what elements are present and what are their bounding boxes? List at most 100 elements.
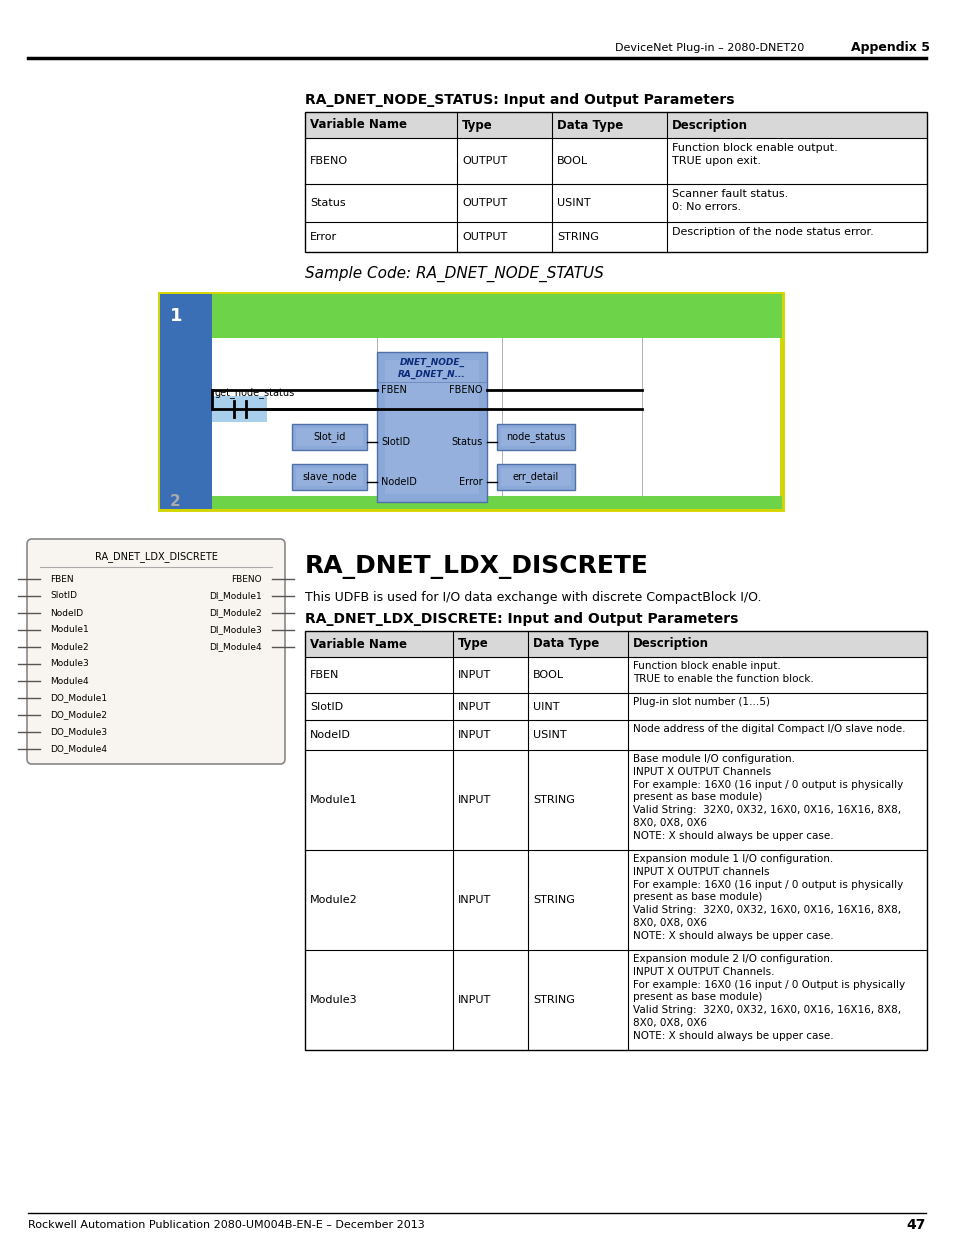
- Text: Status: Status: [452, 437, 482, 447]
- Text: 2: 2: [170, 494, 180, 510]
- Text: Variable Name: Variable Name: [310, 119, 407, 131]
- Text: 8X0, 0X8, 0X6: 8X0, 0X8, 0X6: [633, 1018, 706, 1028]
- Text: DO_Module2: DO_Module2: [50, 710, 107, 720]
- Text: 47: 47: [905, 1218, 925, 1233]
- Text: present as base module): present as base module): [633, 893, 761, 903]
- Text: SlotID: SlotID: [50, 592, 77, 600]
- Text: STRING: STRING: [533, 895, 575, 905]
- Text: Module3: Module3: [50, 659, 89, 668]
- Bar: [160, 299, 212, 509]
- Text: Node address of the digital Compact I/O slave node.: Node address of the digital Compact I/O …: [633, 724, 904, 734]
- Bar: [212, 496, 781, 509]
- Text: RA_DNET_NODE_STATUS: Input and Output Parameters: RA_DNET_NODE_STATUS: Input and Output Pa…: [305, 93, 734, 107]
- Text: INPUT: INPUT: [457, 671, 491, 680]
- Text: Function block enable output.: Function block enable output.: [671, 143, 837, 153]
- Text: DeviceNet Plug-in – 2080-DNET20: DeviceNet Plug-in – 2080-DNET20: [615, 43, 803, 53]
- Text: 0: No errors.: 0: No errors.: [671, 203, 740, 212]
- Text: INPUT: INPUT: [457, 701, 491, 711]
- Text: OUTPUT: OUTPUT: [461, 156, 507, 165]
- Text: SlotID: SlotID: [380, 437, 410, 447]
- Text: SlotID: SlotID: [310, 701, 343, 711]
- Text: Description: Description: [671, 119, 747, 131]
- Text: FBENO: FBENO: [310, 156, 348, 165]
- Bar: [160, 294, 781, 509]
- Text: DI_Module1: DI_Module1: [209, 592, 262, 600]
- Text: INPUT X OUTPUT channels: INPUT X OUTPUT channels: [633, 867, 769, 877]
- Text: Module4: Module4: [50, 677, 89, 685]
- Text: UINT: UINT: [533, 701, 558, 711]
- Text: Module1: Module1: [310, 795, 357, 805]
- Text: Scanner fault status.: Scanner fault status.: [671, 189, 787, 199]
- Bar: [295, 429, 363, 446]
- FancyBboxPatch shape: [27, 538, 285, 764]
- Text: Valid String:  32X0, 0X32, 16X0, 0X16, 16X16, 8X8,: Valid String: 32X0, 0X32, 16X0, 0X16, 16…: [633, 905, 901, 915]
- Text: DI_Module3: DI_Module3: [209, 625, 262, 635]
- Text: INPUT: INPUT: [457, 995, 491, 1005]
- Bar: [305, 631, 926, 1050]
- Bar: [376, 352, 486, 501]
- Text: Expansion module 2 I/O configuration.: Expansion module 2 I/O configuration.: [633, 953, 832, 965]
- Text: RA_DNET_N...: RA_DNET_N...: [397, 369, 465, 379]
- Text: INPUT: INPUT: [457, 730, 491, 740]
- Bar: [500, 468, 571, 487]
- Text: slave_node: slave_node: [302, 472, 356, 483]
- Text: INPUT: INPUT: [457, 795, 491, 805]
- Text: TRUE to enable the function block.: TRUE to enable the function block.: [633, 674, 813, 684]
- Text: USINT: USINT: [533, 730, 566, 740]
- Bar: [379, 354, 483, 499]
- Text: 1: 1: [170, 308, 182, 325]
- Text: BOOL: BOOL: [557, 156, 587, 165]
- Text: Base module I/O configuration.: Base module I/O configuration.: [633, 755, 794, 764]
- Text: Appendix 5: Appendix 5: [850, 42, 929, 54]
- Text: Data Type: Data Type: [557, 119, 622, 131]
- Text: Module1: Module1: [50, 625, 89, 635]
- Text: STRING: STRING: [557, 232, 598, 242]
- Text: DNET_NODE_: DNET_NODE_: [399, 357, 464, 367]
- Text: Description: Description: [633, 637, 708, 651]
- Text: NOTE: X should always be upper case.: NOTE: X should always be upper case.: [633, 1031, 833, 1041]
- Bar: [305, 631, 926, 657]
- Bar: [377, 353, 485, 501]
- Text: Module2: Module2: [310, 895, 357, 905]
- Text: Rockwell Automation Publication 2080-UM004B-EN-E – December 2013: Rockwell Automation Publication 2080-UM0…: [28, 1220, 424, 1230]
- Bar: [212, 396, 267, 422]
- Text: INPUT X OUTPUT Channels.: INPUT X OUTPUT Channels.: [633, 967, 774, 977]
- Text: Function block enable input.: Function block enable input.: [633, 661, 780, 671]
- Text: For example: 16X0 (16 input / 0 Output is physically: For example: 16X0 (16 input / 0 Output i…: [633, 979, 904, 989]
- Text: Data Type: Data Type: [533, 637, 598, 651]
- Text: RA_DNET_LDX_DISCRETE: RA_DNET_LDX_DISCRETE: [305, 555, 648, 579]
- Bar: [212, 294, 781, 338]
- Text: Expansion module 1 I/O configuration.: Expansion module 1 I/O configuration.: [633, 853, 832, 864]
- Bar: [160, 294, 212, 509]
- Bar: [381, 357, 481, 496]
- Bar: [497, 464, 575, 490]
- Text: present as base module): present as base module): [633, 993, 761, 1003]
- Text: INPUT: INPUT: [457, 895, 491, 905]
- Text: Description of the node status error.: Description of the node status error.: [671, 227, 873, 237]
- Text: Type: Type: [457, 637, 488, 651]
- Bar: [305, 112, 926, 252]
- Text: FBENO: FBENO: [232, 574, 262, 583]
- Text: INPUT X OUTPUT Channels: INPUT X OUTPUT Channels: [633, 767, 770, 777]
- Text: Error: Error: [310, 232, 336, 242]
- Bar: [385, 359, 478, 494]
- Text: BOOL: BOOL: [533, 671, 563, 680]
- Text: DI_Module4: DI_Module4: [209, 642, 262, 652]
- Text: get_node_status: get_node_status: [214, 388, 294, 399]
- Text: Valid String:  32X0, 0X32, 16X0, 0X16, 16X16, 8X8,: Valid String: 32X0, 0X32, 16X0, 0X16, 16…: [633, 805, 901, 815]
- Text: Type: Type: [461, 119, 493, 131]
- Bar: [382, 358, 480, 496]
- Text: Valid String:  32X0, 0X32, 16X0, 0X16, 16X16, 8X8,: Valid String: 32X0, 0X32, 16X0, 0X16, 16…: [633, 1005, 901, 1015]
- Text: OUTPUT: OUTPUT: [461, 198, 507, 207]
- Text: 8X0, 0X8, 0X6: 8X0, 0X8, 0X6: [633, 818, 706, 827]
- Text: USINT: USINT: [557, 198, 590, 207]
- Text: Module3: Module3: [310, 995, 357, 1005]
- Text: For example: 16X0 (16 input / 0 output is physically: For example: 16X0 (16 input / 0 output i…: [633, 879, 902, 889]
- Text: OUTPUT: OUTPUT: [461, 232, 507, 242]
- Text: present as base module): present as base module): [633, 793, 761, 803]
- Text: FBENO: FBENO: [449, 385, 482, 395]
- Text: err_detail: err_detail: [513, 472, 558, 483]
- Text: STRING: STRING: [533, 995, 575, 1005]
- Bar: [497, 424, 575, 450]
- Text: NodeID: NodeID: [50, 609, 83, 618]
